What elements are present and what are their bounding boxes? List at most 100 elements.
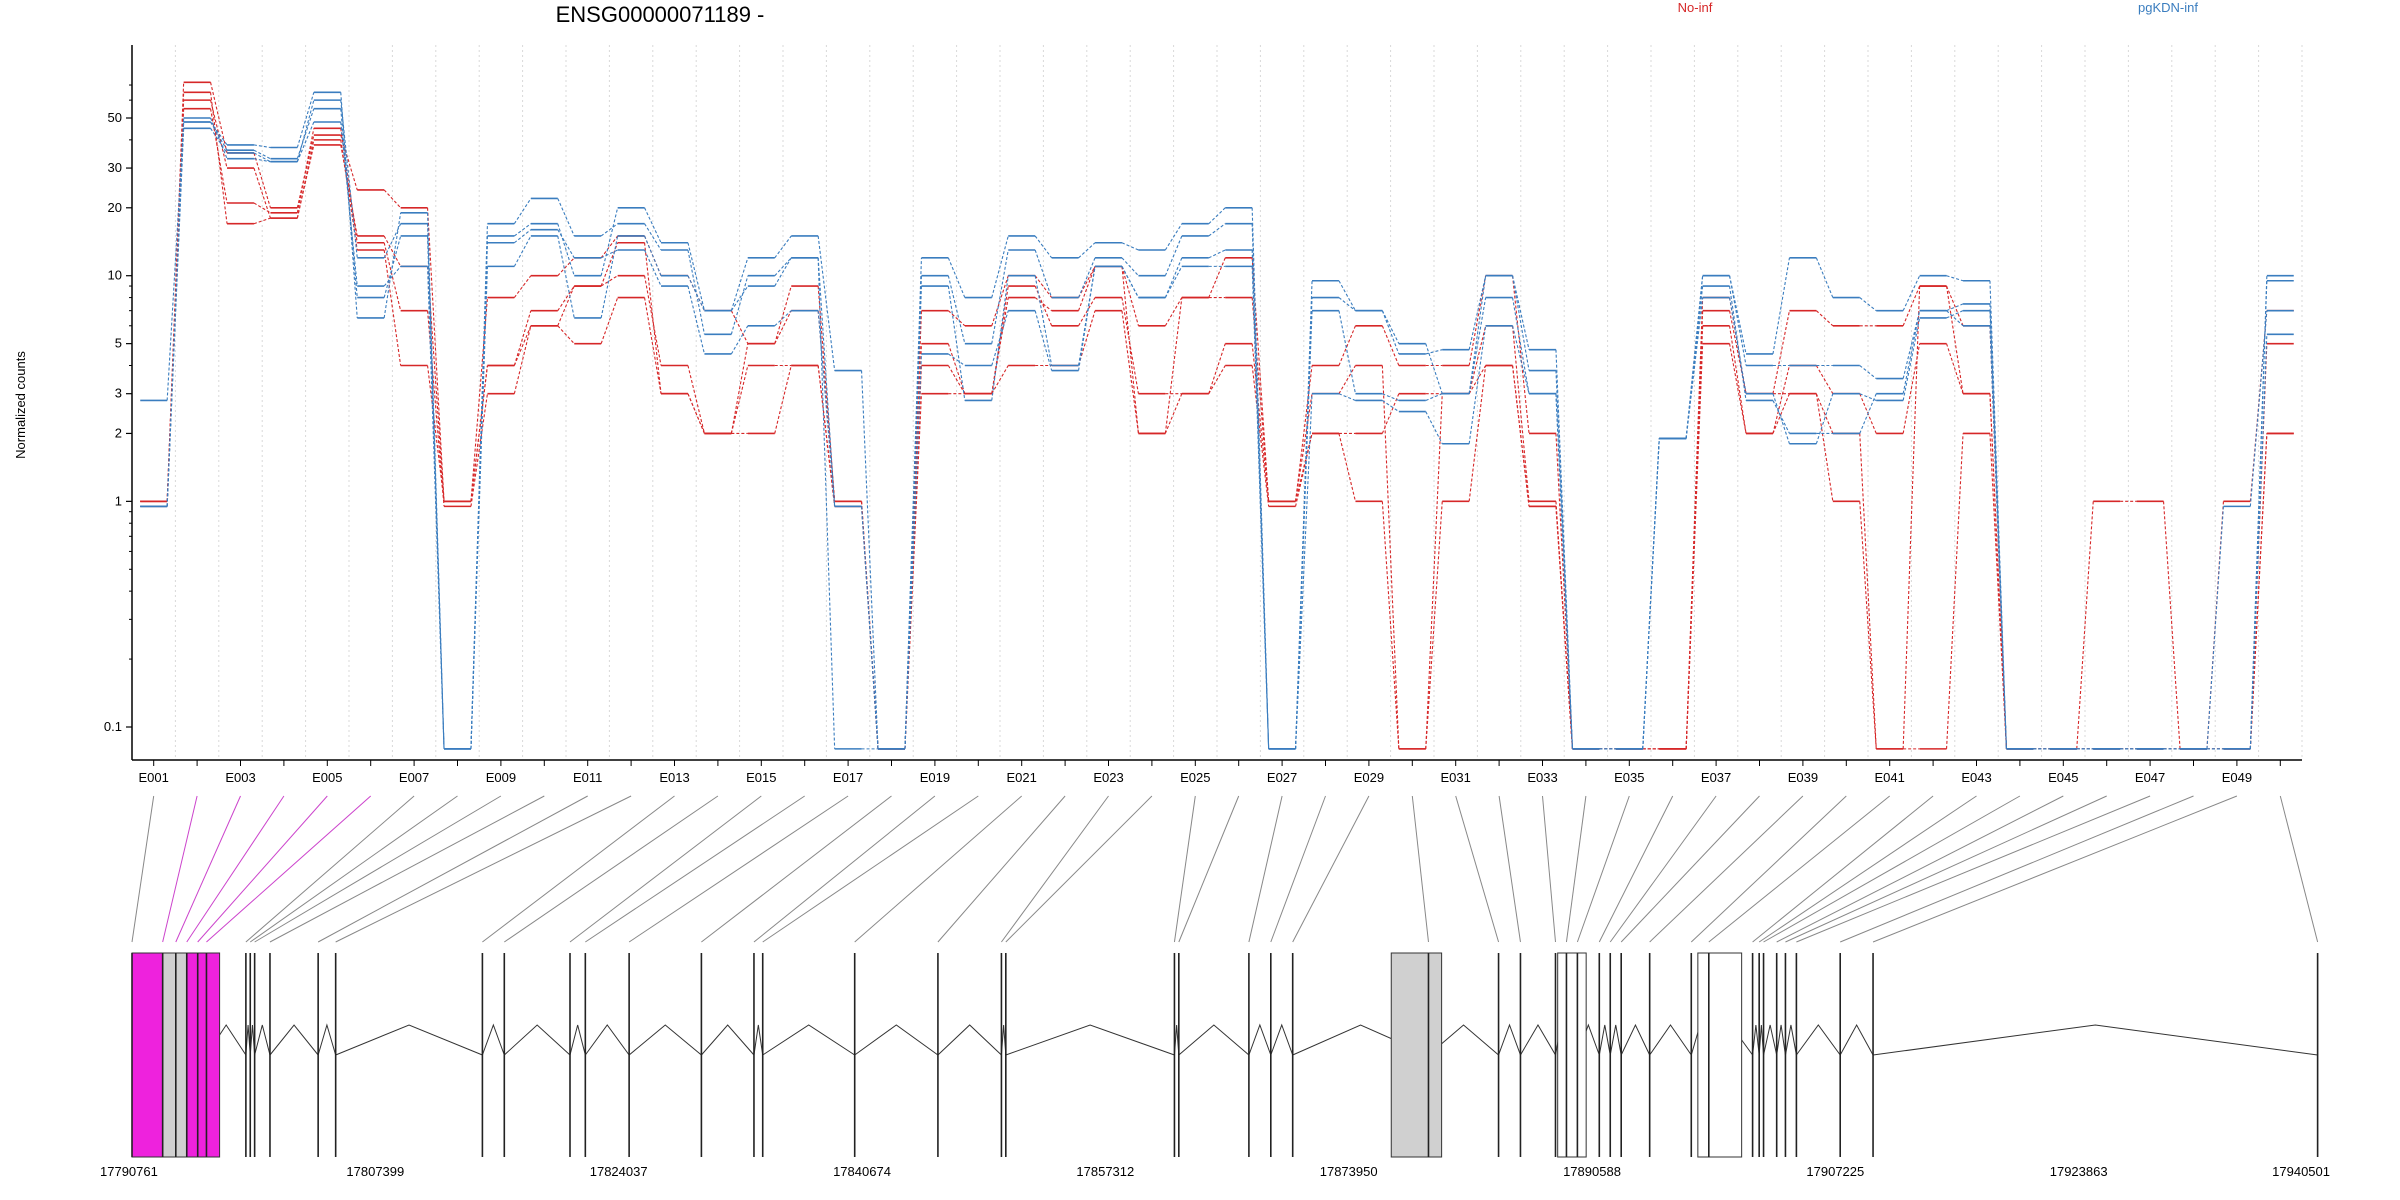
series-step-link (253, 152, 271, 163)
exon-connector-lines (131, 795, 2319, 943)
exon-connector (335, 795, 632, 943)
series-step-link (1164, 235, 1183, 276)
intron (1598, 1024, 1611, 1056)
exon-connector (1598, 795, 1674, 943)
series-step-link (730, 343, 749, 434)
series-step-link (644, 235, 662, 276)
series-step-link (644, 223, 662, 251)
series-step-link (1034, 275, 1053, 366)
series-step-link (383, 235, 402, 267)
intron (1178, 1024, 1250, 1056)
exon-connector (585, 795, 805, 943)
series-step-link (774, 257, 792, 277)
intron (1620, 1023, 1651, 1056)
series-step-link (1382, 400, 1400, 413)
series-step-link (340, 92, 358, 318)
series-step-link (1772, 365, 1790, 434)
series-step-link (861, 370, 879, 749)
exon-connector (186, 795, 285, 943)
exon-highlight (186, 952, 221, 1158)
series-step-link (1772, 310, 1790, 394)
series-step-link (1078, 297, 1096, 327)
series-step-link (1295, 310, 1313, 749)
series-step-link (514, 229, 532, 244)
series-step-link (1902, 310, 1921, 394)
series-step-link (817, 257, 836, 749)
exon-connector (1248, 795, 1283, 943)
series-step-link (1121, 242, 1139, 251)
x-axis-ticks: E001 E003 E005 E007 E009 E011 E013 E015 E017 E019… (139, 760, 2281, 785)
series-step-link (1208, 207, 1226, 225)
exon-connector (1001, 795, 1109, 943)
series-step-link (383, 249, 402, 366)
series-step-link (1251, 266, 1270, 749)
intron (762, 1024, 855, 1056)
y-tick-label: 0.1 (104, 719, 122, 734)
series-step-link (1164, 297, 1183, 327)
series-step-link (687, 242, 705, 311)
series-step-link (1164, 223, 1183, 251)
series-step-link (557, 198, 575, 237)
series-step-link (253, 167, 271, 219)
y-tick-label: 10 (108, 268, 122, 283)
series-step-link (1946, 303, 1964, 312)
series-step-link (1208, 365, 1226, 394)
series-step-link (774, 365, 792, 434)
exon-connector (1776, 795, 2064, 943)
x-tick-label: E001 (139, 770, 169, 785)
x-tick-label: E037 (1701, 770, 1731, 785)
series-step-link (1468, 365, 1487, 502)
series-step-link (513, 275, 532, 298)
series-step-link (1512, 297, 1530, 394)
x-tick-label: E009 (486, 770, 516, 785)
coordinate-label: 17873950 (1320, 1164, 1378, 1179)
series-step-link (557, 235, 575, 319)
series-step-link (383, 223, 402, 259)
exon-connector (569, 795, 762, 943)
series-step-link (1772, 257, 1790, 355)
exon-connector (1690, 795, 1847, 943)
x-tick-label: E049 (2222, 770, 2252, 785)
x-tick-label: E031 (1441, 770, 1471, 785)
series-step-link (1338, 280, 1356, 311)
series-step-link (1338, 433, 1356, 502)
exon-connector (937, 795, 1066, 943)
series-step-link (1251, 249, 1270, 749)
intron (254, 1024, 271, 1056)
exon-connector (162, 795, 198, 943)
series-step-link (1729, 275, 1747, 366)
x-tick-label: E007 (399, 770, 429, 785)
series-step-link (600, 275, 618, 287)
y-tick-label: 20 (108, 200, 122, 215)
series-step-link (600, 207, 619, 276)
series-step-link (340, 100, 358, 258)
x-tick-label: E003 (225, 770, 255, 785)
exon-connector (175, 795, 241, 943)
y-tick-label: 1 (115, 493, 122, 508)
series-step-link (1164, 266, 1183, 298)
series-step-link (210, 92, 228, 224)
series-step-link (557, 285, 575, 326)
x-tick-label: E033 (1527, 770, 1557, 785)
gene-model (131, 952, 2319, 1158)
series-step-link (296, 139, 315, 219)
series-step-link (600, 235, 619, 319)
coordinate-label: 17824037 (590, 1164, 648, 1179)
exon-box (1697, 952, 1743, 1158)
series-step-link (1208, 249, 1226, 259)
series-step-link (861, 506, 879, 749)
x-tick-label: E013 (659, 770, 689, 785)
series-step-link (1859, 365, 1877, 380)
series-step-link (1121, 297, 1139, 394)
series-step-link (1512, 325, 1530, 394)
series-step-link (1772, 400, 1790, 434)
series-step-link (1208, 257, 1226, 298)
series-step-link (1078, 266, 1096, 311)
intron (753, 1024, 764, 1056)
series-step-link (730, 310, 749, 344)
genomic-coordinate-labels: 17790761 17807399 17824037 17840674 17857312… (100, 1164, 2330, 1179)
exon-connector (197, 795, 328, 943)
series-step-link (687, 285, 705, 355)
exon-shaded (162, 952, 188, 1158)
series-step-link (1338, 393, 1356, 401)
